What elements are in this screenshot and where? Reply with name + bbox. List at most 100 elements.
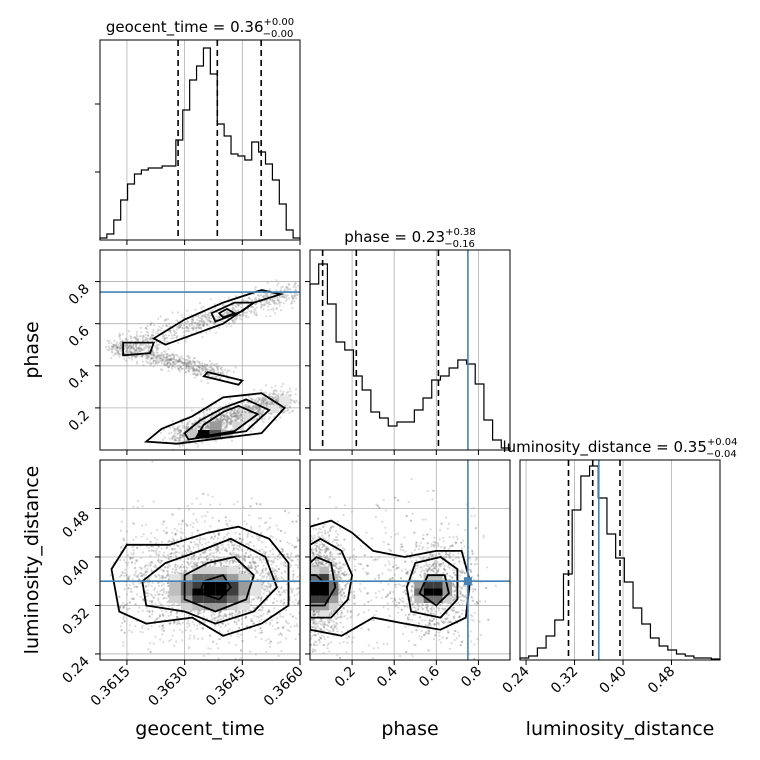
sample-point xyxy=(180,324,183,327)
sample-point xyxy=(163,338,166,341)
sample-point xyxy=(123,620,126,623)
sample-point xyxy=(235,547,238,550)
sample-point xyxy=(181,531,184,535)
sample-point xyxy=(123,346,126,349)
sample-point xyxy=(225,415,229,418)
sample-point xyxy=(227,417,230,420)
sample-point xyxy=(250,564,253,567)
sample-point xyxy=(163,566,167,569)
sample-point xyxy=(249,553,252,557)
sample-point xyxy=(228,560,231,564)
sample-point xyxy=(155,566,158,569)
sample-point xyxy=(192,321,195,324)
sample-point xyxy=(251,535,254,538)
sample-point xyxy=(295,617,298,620)
sample-point xyxy=(174,362,177,365)
sample-point xyxy=(159,357,162,360)
sample-point xyxy=(250,528,253,531)
sample-point xyxy=(122,641,125,644)
sample-point xyxy=(121,333,125,336)
sample-point xyxy=(236,412,239,415)
sample-point xyxy=(231,612,234,615)
sample-point xyxy=(193,369,196,372)
sample-point xyxy=(288,406,291,409)
sample-point xyxy=(165,356,168,359)
sample-point xyxy=(172,539,176,542)
sample-point xyxy=(248,514,251,517)
sample-point xyxy=(143,571,147,575)
sample-point xyxy=(296,575,299,578)
sample-point xyxy=(176,365,179,368)
sample-point xyxy=(230,420,233,423)
sample-point xyxy=(252,561,255,564)
sample-point xyxy=(222,413,225,416)
sample-point xyxy=(163,319,166,322)
sample-point xyxy=(190,327,193,330)
sample-point xyxy=(147,344,150,347)
sample-point xyxy=(275,575,278,579)
sample-point xyxy=(187,367,191,370)
sample-point xyxy=(129,557,132,560)
sample-point xyxy=(134,356,137,359)
sample-point xyxy=(283,569,286,573)
sample-point xyxy=(175,640,178,643)
sample-point xyxy=(126,577,129,580)
sample-point xyxy=(225,519,228,523)
sample-point xyxy=(124,603,127,607)
sample-point xyxy=(238,610,241,613)
sample-point xyxy=(262,582,265,585)
sample-point xyxy=(171,634,174,637)
sample-point xyxy=(234,415,237,418)
sample-point xyxy=(119,337,122,340)
sample-point xyxy=(131,546,134,549)
sample-point xyxy=(248,424,251,427)
sample-point xyxy=(128,629,131,632)
sample-point xyxy=(150,362,153,365)
sample-point xyxy=(281,285,284,288)
sample-point xyxy=(306,301,308,303)
sample-point xyxy=(198,361,201,364)
sample-point xyxy=(111,345,114,349)
sample-point xyxy=(297,633,300,636)
sample-point xyxy=(259,614,262,618)
sample-point xyxy=(216,316,219,319)
sample-point xyxy=(272,561,275,564)
sample-point xyxy=(204,368,207,371)
sample-point xyxy=(213,535,217,538)
sample-point xyxy=(254,299,257,302)
sample-point xyxy=(284,531,287,534)
sample-point xyxy=(162,324,165,327)
sample-point xyxy=(188,370,191,373)
sample-point xyxy=(271,300,274,303)
sample-point xyxy=(290,552,293,555)
sample-point xyxy=(168,539,171,543)
sample-point xyxy=(293,294,296,298)
sample-point xyxy=(276,398,279,401)
sample-point xyxy=(238,314,241,317)
sample-point xyxy=(130,358,134,361)
sample-point xyxy=(258,574,262,577)
sample-point xyxy=(192,368,195,371)
sample-point xyxy=(248,544,251,547)
sample-point xyxy=(170,613,173,616)
sample-point xyxy=(205,313,208,316)
sample-point xyxy=(195,564,198,568)
sample-point xyxy=(190,318,193,321)
sample-point xyxy=(188,545,191,548)
sample-point xyxy=(262,588,265,591)
sample-point xyxy=(252,544,255,547)
sample-point xyxy=(180,355,183,358)
sample-point xyxy=(209,363,212,366)
sample-point xyxy=(177,367,180,370)
sample-point xyxy=(203,323,206,326)
sample-point xyxy=(212,537,215,541)
sample-point xyxy=(211,309,214,312)
sample-point xyxy=(174,428,177,431)
sample-point xyxy=(262,401,265,404)
sample-point xyxy=(302,305,304,307)
sample-point xyxy=(126,608,129,611)
sample-point xyxy=(166,359,169,362)
sample-point xyxy=(198,366,201,369)
sample-point xyxy=(216,544,219,547)
sample-point xyxy=(288,288,291,291)
